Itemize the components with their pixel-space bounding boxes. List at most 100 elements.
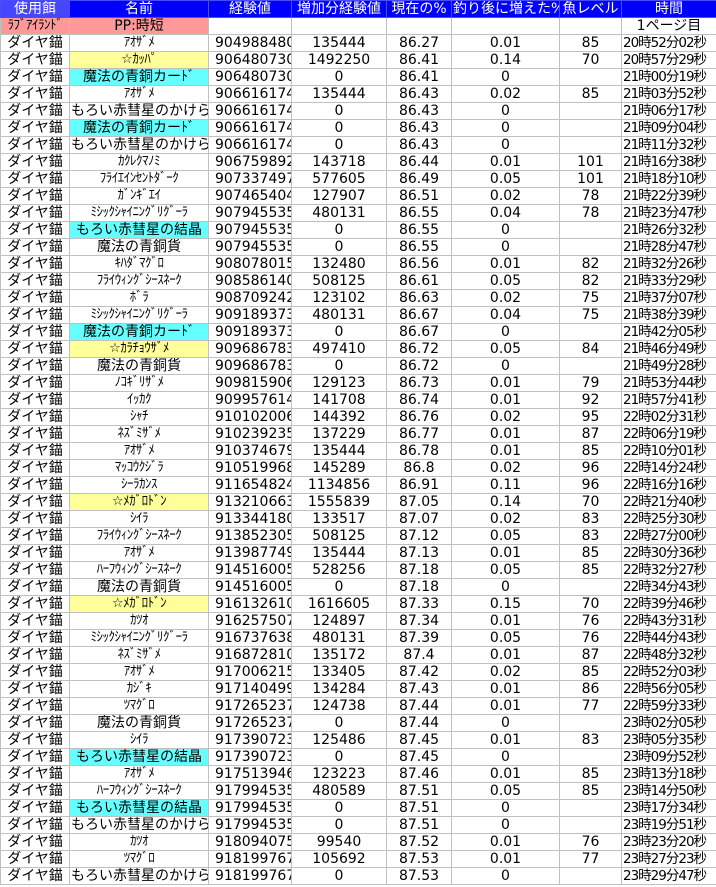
cell-name[interactable]: ｱｵｻﾞﾒ <box>69 85 209 103</box>
cell-name[interactable]: 魔法の青銅貨 <box>69 238 209 256</box>
cell-current-pct[interactable]: 87.51 <box>386 816 452 834</box>
cell-exp-gain[interactable]: 133405 <box>291 663 387 681</box>
cell-name[interactable]: もろい赤彗星の結晶 <box>69 748 209 766</box>
cell-time[interactable]: 21時22分39秒 <box>621 187 716 205</box>
empty-cell[interactable] <box>386 17 452 35</box>
cell-name[interactable]: ｶﾂｵ <box>69 833 209 851</box>
cell-time[interactable]: 22時52分03秒 <box>621 663 716 681</box>
cell-exp[interactable]: 913852305 <box>208 527 292 545</box>
cell-time[interactable]: 21時42分05秒 <box>621 323 716 341</box>
cell-exp[interactable]: 918094075 <box>208 833 292 851</box>
header-exp[interactable]: 経験値 <box>208 0 292 18</box>
cell-exp[interactable]: 907337497 <box>208 170 292 188</box>
header-pct-gain[interactable]: 釣り後に増えた% <box>451 0 560 18</box>
cell-exp-gain[interactable]: 0 <box>291 748 387 766</box>
cell-name[interactable]: ﾈｽﾞﾐｻﾞﾒ <box>69 646 209 664</box>
cell-fish-level[interactable]: 76 <box>559 612 622 630</box>
cell-fish-level[interactable]: 78 <box>559 187 622 205</box>
cell-fish-level[interactable]: 101 <box>559 170 622 188</box>
cell-fish-level[interactable] <box>559 714 622 732</box>
cell-pct-gain[interactable]: 0.05 <box>451 561 560 579</box>
cell-pct-gain[interactable]: 0.04 <box>451 306 560 324</box>
cell-time[interactable]: 21時53分44秒 <box>621 374 716 392</box>
cell-name[interactable]: ｱｵｻﾞﾒ <box>69 442 209 460</box>
cell-time[interactable]: 23時09分52秒 <box>621 748 716 766</box>
cell-pct-gain[interactable]: 0.15 <box>451 595 560 613</box>
cell-time[interactable]: 21時18分10秒 <box>621 170 716 188</box>
cell-time[interactable]: 20時52分02秒 <box>621 34 716 52</box>
cell-name[interactable]: ｼｲﾗ <box>69 510 209 528</box>
cell-exp[interactable]: 917390723 <box>208 748 292 766</box>
cell-current-pct[interactable]: 87.18 <box>386 578 452 596</box>
cell-name[interactable]: ｼｲﾗ <box>69 731 209 749</box>
cell-fish-level[interactable]: 84 <box>559 340 622 358</box>
cell-exp-gain[interactable]: 141708 <box>291 391 387 409</box>
cell-exp[interactable]: 917994535 <box>208 782 292 800</box>
cell-name[interactable]: ｱｵｻﾞﾒ <box>69 765 209 783</box>
cell-time[interactable]: 23時23分20秒 <box>621 833 716 851</box>
cell-exp[interactable]: 916132610 <box>208 595 292 613</box>
cell-exp[interactable]: 910239235 <box>208 425 292 443</box>
cell-exp[interactable]: 910102006 <box>208 408 292 426</box>
cell-current-pct[interactable]: 87.33 <box>386 595 452 613</box>
cell-exp[interactable]: 909815906 <box>208 374 292 392</box>
cell-fish-level[interactable]: 85 <box>559 561 622 579</box>
cell-current-pct[interactable]: 86.55 <box>386 204 452 222</box>
cell-name[interactable]: もろい赤彗星のかけら <box>69 136 209 154</box>
cell-bait[interactable]: ダイヤ錨 <box>0 34 70 52</box>
cell-exp[interactable]: 917390723 <box>208 731 292 749</box>
cell-pct-gain[interactable]: 0 <box>451 816 560 834</box>
cell-exp[interactable]: 913987749 <box>208 544 292 562</box>
cell-exp[interactable]: 906480730 <box>208 51 292 69</box>
cell-time[interactable]: 21時26分32秒 <box>621 221 716 239</box>
cell-time[interactable]: 22時27分00秒 <box>621 527 716 545</box>
cell-pct-gain[interactable]: 0 <box>451 799 560 817</box>
cell-time[interactable]: 23時14分50秒 <box>621 782 716 800</box>
cell-pct-gain[interactable]: 0.02 <box>451 510 560 528</box>
cell-name[interactable]: ｶｸﾚｸﾏﾉﾐ <box>69 153 209 171</box>
cell-time[interactable]: 22時30分36秒 <box>621 544 716 562</box>
cell-name[interactable]: ｶﾞﾝｷﾞｴｲ <box>69 187 209 205</box>
cell-fish-level[interactable]: 92 <box>559 391 622 409</box>
cell-fish-level[interactable] <box>559 578 622 596</box>
cell-bait[interactable]: ダイヤ錨 <box>0 833 70 851</box>
cell-fish-level[interactable]: 76 <box>559 629 622 647</box>
cell-pct-gain[interactable]: 0 <box>451 357 560 375</box>
cell-exp-gain[interactable]: 143718 <box>291 153 387 171</box>
cell-exp-gain[interactable]: 124897 <box>291 612 387 630</box>
cell-bait[interactable]: ダイヤ錨 <box>0 697 70 715</box>
cell-fish-level[interactable] <box>559 68 622 86</box>
cell-time[interactable]: 21時32分26秒 <box>621 255 716 273</box>
cell-bait[interactable]: ダイヤ錨 <box>0 306 70 324</box>
cell-exp-gain[interactable]: 508125 <box>291 527 387 545</box>
cell-exp[interactable]: 907945535 <box>208 221 292 239</box>
cell-time[interactable]: 22時25分30秒 <box>621 510 716 528</box>
cell-fish-level[interactable] <box>559 119 622 137</box>
cell-pct-gain[interactable]: 0.02 <box>451 187 560 205</box>
cell-time[interactable]: 22時59分33秒 <box>621 697 716 715</box>
cell-fish-level[interactable]: 83 <box>559 731 622 749</box>
cell-name[interactable]: 魔法の青銅カーﾄﾞ <box>69 323 209 341</box>
cell-current-pct[interactable]: 86.55 <box>386 238 452 256</box>
cell-fish-level[interactable]: 83 <box>559 510 622 528</box>
cell-fish-level[interactable] <box>559 323 622 341</box>
cell-pct-gain[interactable]: 0.14 <box>451 51 560 69</box>
cell-pct-gain[interactable]: 0.01 <box>451 680 560 698</box>
cell-pct-gain[interactable]: 0 <box>451 119 560 137</box>
cell-pct-gain[interactable]: 0 <box>451 323 560 341</box>
cell-exp[interactable]: 908078015 <box>208 255 292 273</box>
cell-time[interactable]: 22時44分43秒 <box>621 629 716 647</box>
cell-time[interactable]: 23時05分35秒 <box>621 731 716 749</box>
cell-fish-level[interactable]: 75 <box>559 289 622 307</box>
info-name[interactable]: PP:時短 <box>69 17 209 35</box>
cell-exp-gain[interactable]: 0 <box>291 799 387 817</box>
cell-exp[interactable]: 904988480 <box>208 34 292 52</box>
cell-bait[interactable]: ダイヤ錨 <box>0 187 70 205</box>
cell-fish-level[interactable] <box>559 867 622 885</box>
cell-bait[interactable]: ダイヤ錨 <box>0 663 70 681</box>
cell-time[interactable]: 21時57分41秒 <box>621 391 716 409</box>
cell-pct-gain[interactable]: 0.01 <box>451 646 560 664</box>
cell-pct-gain[interactable]: 0.01 <box>451 374 560 392</box>
cell-name[interactable]: ｱｵｻﾞﾒ <box>69 544 209 562</box>
cell-pct-gain[interactable]: 0.01 <box>451 612 560 630</box>
